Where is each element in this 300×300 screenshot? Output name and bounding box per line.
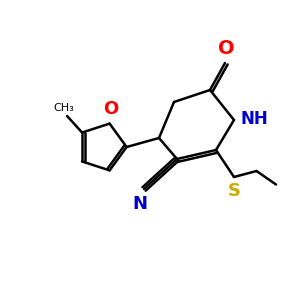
Text: NH: NH <box>241 110 268 128</box>
Text: O: O <box>218 40 235 58</box>
Text: S: S <box>227 182 241 200</box>
Text: N: N <box>132 195 147 213</box>
Text: CH₃: CH₃ <box>53 103 74 113</box>
Text: O: O <box>103 100 119 118</box>
